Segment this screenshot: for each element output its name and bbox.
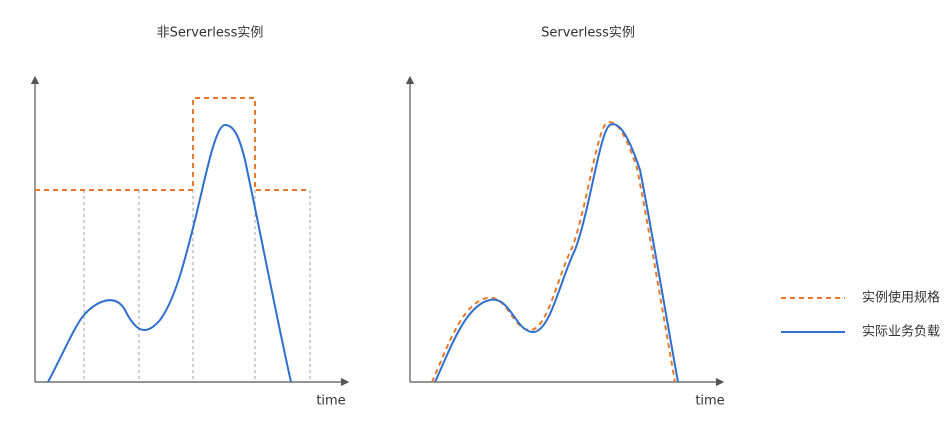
load-curve	[434, 123, 679, 383]
legend: 实例使用规格 实际业务负载	[781, 290, 940, 340]
right-panel: Serverless实例 time	[405, 26, 725, 409]
left-panel: 非Serverless实例 time	[30, 26, 350, 409]
legend-label: 实例使用规格	[862, 290, 940, 306]
load-curve	[47, 123, 292, 383]
panel-title: Serverless实例	[541, 26, 635, 41]
spec-line	[35, 97, 310, 191]
x-axis-label: time	[316, 394, 345, 409]
legend-label: 实际业务负载	[862, 324, 940, 340]
x-axis-label: time	[695, 394, 724, 409]
panel-title: 非Serverless实例	[157, 26, 264, 41]
spec-line	[431, 121, 676, 383]
